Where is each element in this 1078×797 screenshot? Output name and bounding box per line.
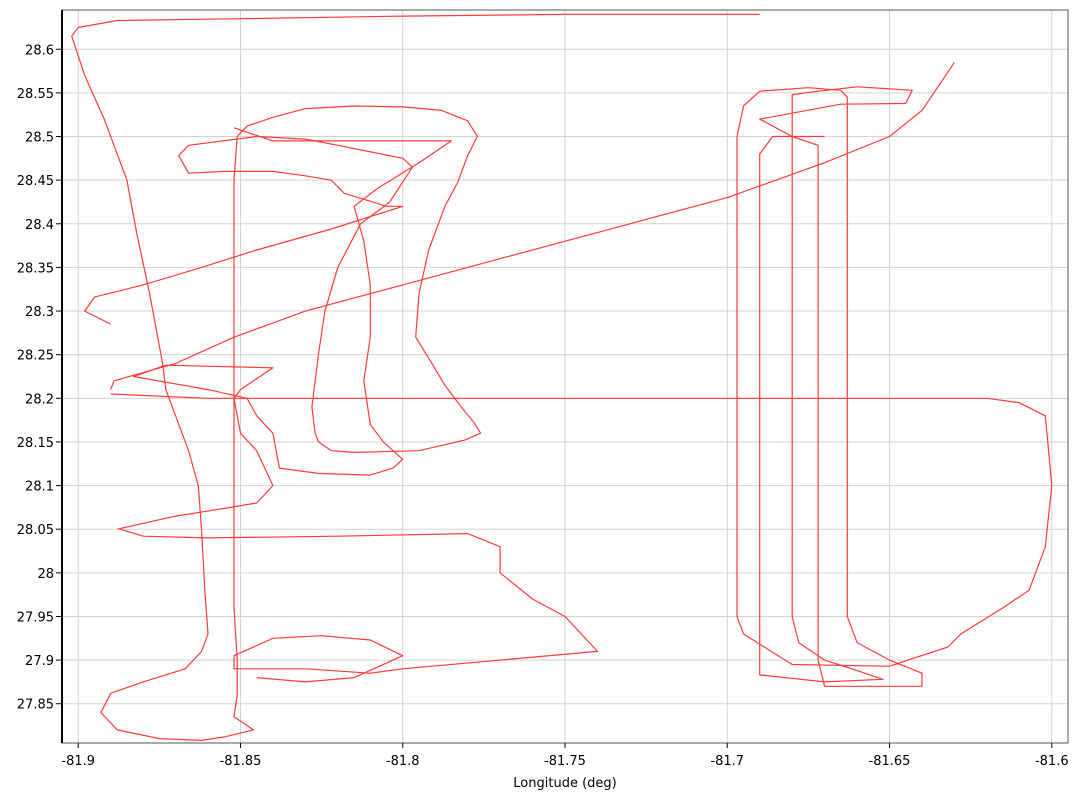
track-line-2 (110, 62, 955, 390)
x-tick-label: -81.75 (544, 754, 586, 769)
y-tick-label: 28.55 (17, 87, 54, 102)
y-tick-label: 28.05 (17, 523, 54, 538)
y-tick-label: 28.2 (25, 392, 54, 407)
x-tick-label: -81.7 (710, 754, 744, 769)
y-tick-label: 28.35 (17, 261, 54, 276)
x-axis-title: Longitude (deg) (513, 776, 616, 791)
x-tick-label: -81.65 (869, 754, 911, 769)
x-tick-label: -81.9 (61, 754, 95, 769)
track-line-1 (71, 13, 760, 741)
y-axis-ticks: 27.85 27.9 27.95 28 28.05 28.1 28.15 28.2 28.25 2… (17, 43, 62, 713)
track-line-4 (117, 127, 452, 530)
y-tick-label: 28.3 (25, 305, 54, 320)
track-series (71, 13, 1053, 741)
x-tick-label: -81.8 (386, 754, 420, 769)
y-tick-label: 27.95 (17, 610, 54, 625)
y-tick-label: 28.6 (25, 43, 54, 58)
y-tick-label: 28.1 (25, 480, 54, 495)
track-line-5 (120, 528, 599, 683)
track-line-3 (110, 86, 1053, 687)
x-tick-label: -81.6 (1035, 754, 1069, 769)
y-tick-label: 28.15 (17, 436, 54, 451)
grid-lines (62, 10, 1068, 743)
y-tick-label: 28.5 (25, 131, 54, 146)
y-tick-label: 28.4 (25, 218, 54, 233)
y-tick-label: 27.85 (17, 698, 54, 713)
x-tick-label: -81.85 (220, 754, 262, 769)
y-tick-label: 28.45 (17, 174, 54, 189)
y-tick-label: 28.25 (17, 349, 54, 364)
y-tick-label: 27.9 (25, 654, 54, 669)
y-tick-label: 28 (37, 567, 54, 582)
x-axis-ticks: -81.9 -81.85 -81.8 -81.75 -81.7 -81.65 -81.6 (61, 743, 1069, 769)
